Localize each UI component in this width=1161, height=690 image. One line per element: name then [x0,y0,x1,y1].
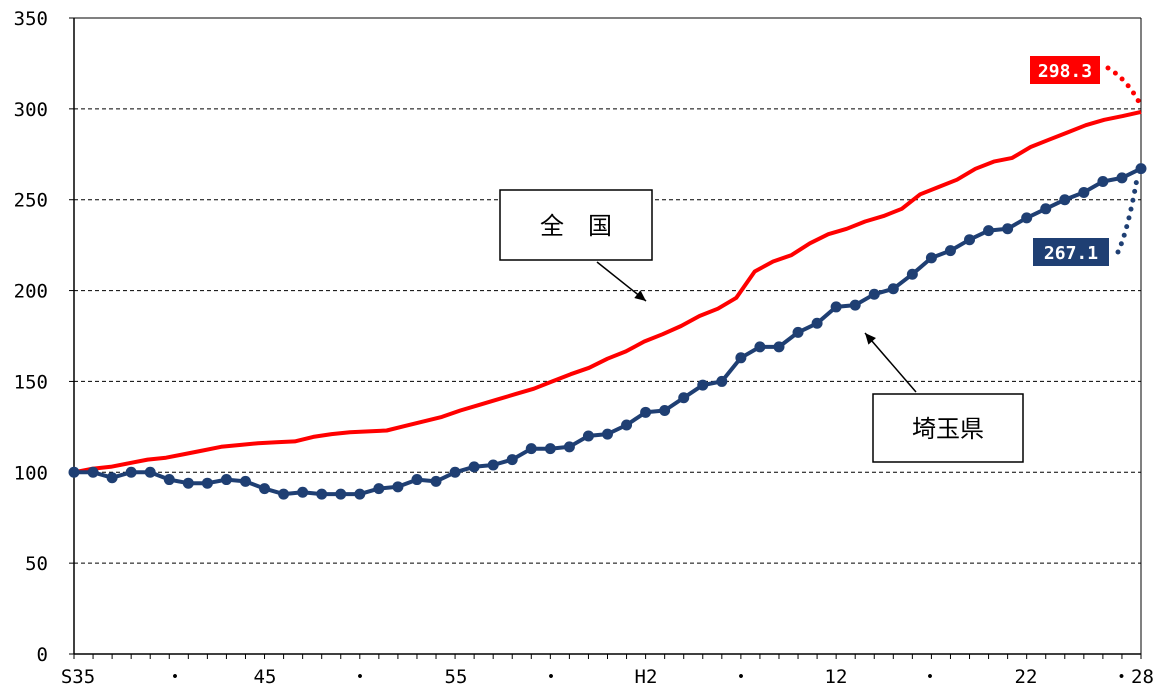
grid-lines [74,108,1141,564]
data-point [1002,223,1014,235]
data-point [659,405,671,417]
data-point [944,245,956,257]
callout-arrow-head [634,290,646,301]
data-point [373,483,385,495]
data-point [640,406,652,418]
x-tick-label: ・ [731,666,750,688]
callout-arrow [864,332,917,393]
callout-arrow-head [865,333,876,345]
data-point [925,252,937,264]
y-tick-label: 100 [14,462,48,484]
data-point [735,352,747,364]
x-tick-label: 45 [254,666,277,688]
data-point [1135,163,1147,175]
x-tick-label: H2 [635,666,658,688]
end-label: 267.1 [1044,243,1098,264]
data-point [525,443,537,455]
end-label: 298.3 [1038,61,1092,82]
end-label-box [1030,56,1100,84]
data-point [830,301,842,313]
data-point [1040,203,1052,215]
y-tick-label: 350 [14,8,48,30]
data-point [1059,194,1071,206]
y-tick-label: 200 [14,281,48,303]
data-point [125,466,137,478]
data-point [1116,172,1128,184]
y-tick-label: 150 [14,371,48,393]
x-tick-label: 22 [1015,666,1038,688]
data-point [716,375,728,387]
data-point [182,477,194,489]
y-tick-label: 50 [25,553,48,575]
data-point [849,299,861,311]
data-point [754,341,766,353]
data-point [906,268,918,280]
data-point [239,475,251,487]
y-tick-label: 0 [37,644,48,666]
data-point [983,225,995,237]
data-point [87,466,99,478]
data-point [621,419,633,431]
data-point [316,488,328,500]
data-point [1021,212,1033,224]
x-tick-label: ・28 [1112,666,1154,688]
data-point [163,474,175,486]
data-point [335,488,347,500]
axes: 0 50 100 150 200 250 300 350 S35 ・ 45 ・ 55 ・ H2 ・ 12 ・ 22 ・… [14,8,1154,688]
x-tick-label: ・ [920,666,939,688]
data-point [220,474,232,486]
data-point [887,283,899,295]
x-tick-label: 55 [445,666,468,688]
end-label-box [1033,238,1109,266]
data-point [1078,186,1090,198]
data-point [259,483,271,495]
data-point [449,466,461,478]
data-point [68,466,80,478]
end-label-leader [1105,65,1144,109]
callout-box [872,393,1024,463]
series-lines [68,109,1147,500]
data-point [297,486,309,498]
data-point [468,461,480,473]
data-point [582,430,594,442]
data-point [678,392,690,404]
data-point [106,472,118,484]
data-point [278,488,290,500]
data-point [201,477,213,489]
x-tick-label: ・ [165,666,184,688]
data-point [1097,176,1109,188]
data-point [563,441,575,453]
y-tick-label: 300 [14,99,48,121]
callout-box [499,189,653,261]
data-point [430,475,442,487]
data-point [354,488,366,500]
end-label-leader [1115,176,1140,255]
data-point [792,326,804,338]
series-line [73,109,1142,475]
data-point [506,454,518,466]
data-point [411,474,423,486]
data-point [811,317,823,329]
x-tick-label: ・ [541,666,560,688]
x-tick-label: 12 [825,666,848,688]
data-point [602,428,613,440]
data-point [544,443,556,455]
data-point [392,481,404,493]
data-point [773,341,785,353]
data-point [697,379,709,391]
callout-label: 埼玉県 [912,415,984,443]
data-point [487,459,499,471]
x-tick-label: S35 [61,666,95,688]
x-tick-label: ・ [350,666,369,688]
data-point [964,234,976,246]
data-point [868,288,880,300]
callout-label: 全 国 [540,212,612,240]
y-tick-label: 250 [14,190,48,212]
data-point [144,466,156,478]
